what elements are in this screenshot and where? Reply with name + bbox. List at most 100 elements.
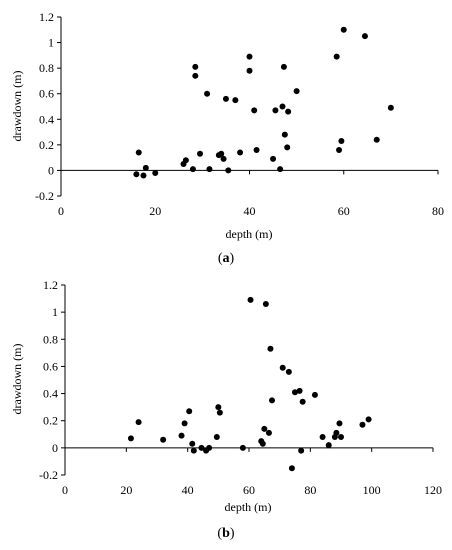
data-point-b-34: [333, 429, 340, 436]
data-point-a-22: [251, 107, 258, 114]
data-point-a-37: [361, 33, 368, 40]
y-axis-label-a: drawdown (m): [10, 71, 24, 142]
caption-letter-b: b: [222, 526, 230, 541]
chart-panel-a: -0.2 0 0.2 0.4 0.6 0.8 1 1.2 0 20 40 60 80 depth (m)…: [10, 10, 444, 266]
plot-area-a: -0.2 0 0.2 0.4 0.6 0.8 1 1.2 0 20 40 60 80: [35, 10, 444, 218]
x-tick-label-b-3: 60: [243, 483, 255, 497]
y-tick-label-a-4: 0.6: [39, 87, 54, 101]
data-point-b-10: [206, 444, 213, 451]
x-tick-label-a-1: 20: [149, 204, 161, 218]
x-tick-label-a-4: 80: [432, 204, 444, 218]
data-point-b-32: [325, 442, 332, 449]
data-point-b-11: [213, 434, 220, 440]
plot-area-b: -0.2 0 0.2 0.4 0.6 0.8 1 1.2 0 20 40 60 80 100 120: [39, 278, 442, 497]
data-point-b-27: [296, 387, 303, 394]
data-point-a-3: [142, 164, 149, 171]
y-tick-label-a-3: 0.4: [39, 112, 54, 126]
data-point-b-7: [190, 447, 197, 454]
caption-b: (b): [217, 526, 234, 541]
x-tick-label-a-3: 60: [338, 204, 350, 218]
data-point-a-20: [246, 53, 253, 60]
data-point-b-31: [319, 434, 326, 440]
data-point-a-2: [140, 172, 147, 179]
data-point-a-29: [281, 131, 288, 138]
y-tick-label-b-5: 0.8: [43, 332, 58, 346]
y-tick-label-a-0: -0.2: [35, 189, 54, 203]
data-point-a-12: [206, 166, 213, 173]
data-point-a-34: [336, 146, 343, 153]
data-point-a-25: [272, 107, 279, 114]
data-point-b-38: [365, 416, 372, 423]
data-point-a-31: [285, 108, 292, 115]
data-point-b-17: [259, 440, 266, 447]
y-tick-label-a-7: 1.2: [39, 10, 54, 24]
data-point-a-26: [277, 166, 284, 173]
data-point-b-35: [336, 420, 343, 427]
data-point-b-28: [298, 447, 305, 454]
data-point-b-22: [269, 397, 275, 404]
y-tick-label-b-1: 0: [52, 441, 58, 455]
data-point-a-36: [340, 26, 347, 33]
data-point-a-38: [373, 136, 380, 143]
data-point-a-7: [189, 166, 196, 173]
data-point-b-12: [215, 404, 222, 411]
data-point-a-16: [222, 95, 229, 102]
data-point-b-1: [135, 419, 142, 426]
data-point-a-8: [192, 63, 199, 70]
data-point-a-0: [133, 171, 140, 178]
y-tick-label-b-7: 1.2: [43, 278, 58, 292]
data-point-b-0: [127, 435, 134, 442]
data-point-a-9: [192, 72, 199, 79]
data-point-b-29: [299, 398, 306, 405]
y-tick-label-b-6: 1: [52, 305, 58, 319]
data-point-b-30: [311, 391, 318, 398]
data-point-b-21: [267, 345, 274, 352]
data-point-a-27: [279, 103, 286, 110]
data-point-a-4: [152, 169, 159, 176]
y-tick-label-b-4: 0.6: [43, 359, 58, 373]
data-point-b-5: [186, 408, 193, 415]
data-point-a-35: [338, 138, 345, 145]
caption-a: (a): [218, 251, 235, 266]
data-point-b-18: [261, 425, 268, 432]
x-tick-label-b-4: 80: [304, 483, 316, 497]
data-point-a-32: [293, 88, 300, 95]
x-tick-label-b-5: 100: [363, 483, 381, 497]
data-point-a-24: [270, 155, 277, 162]
y-tick-label-a-2: 0.2: [39, 138, 54, 152]
data-point-a-18: [232, 97, 239, 104]
chart-panel-b: -0.2 0 0.2 0.4 0.6 0.8 1 1.2 0 20 40 60 80 100 120 dep…: [10, 278, 442, 541]
data-point-a-1: [135, 149, 142, 156]
x-tick-label-b-1: 20: [120, 483, 132, 497]
data-point-b-23: [279, 364, 286, 371]
y-axis-label-b: drawdown (m): [10, 344, 24, 415]
data-point-a-23: [253, 146, 260, 153]
data-point-b-36: [338, 434, 344, 440]
data-point-a-10: [197, 150, 204, 157]
caption-letter-a: a: [223, 251, 230, 266]
data-point-b-4: [181, 420, 188, 427]
x-axis-label-b: depth (m): [225, 500, 272, 514]
data-point-a-30: [284, 144, 291, 151]
x-axis-label-a: depth (m): [226, 227, 273, 241]
x-tick-label-b-2: 40: [182, 483, 194, 497]
data-point-a-33: [333, 53, 340, 60]
y-tick-label-b-2: 0.2: [43, 414, 58, 428]
x-tick-label-b-6: 120: [424, 483, 442, 497]
data-point-b-26: [292, 389, 298, 396]
y-tick-label-a-5: 0.8: [39, 61, 54, 75]
data-point-b-8: [198, 444, 205, 451]
x-tick-label-a-2: 40: [244, 204, 256, 218]
data-point-a-28: [280, 63, 287, 70]
data-point-a-6: [182, 157, 189, 164]
data-point-b-25: [288, 465, 295, 472]
y-tick-label-a-6: 1: [48, 36, 54, 50]
data-point-a-14: [218, 150, 225, 157]
data-point-b-2: [160, 436, 167, 443]
data-point-a-21: [246, 67, 253, 74]
data-point-a-15: [220, 155, 227, 162]
data-point-a-11: [204, 90, 211, 97]
data-point-b-15: [247, 296, 254, 303]
data-point-b-6: [189, 440, 196, 447]
